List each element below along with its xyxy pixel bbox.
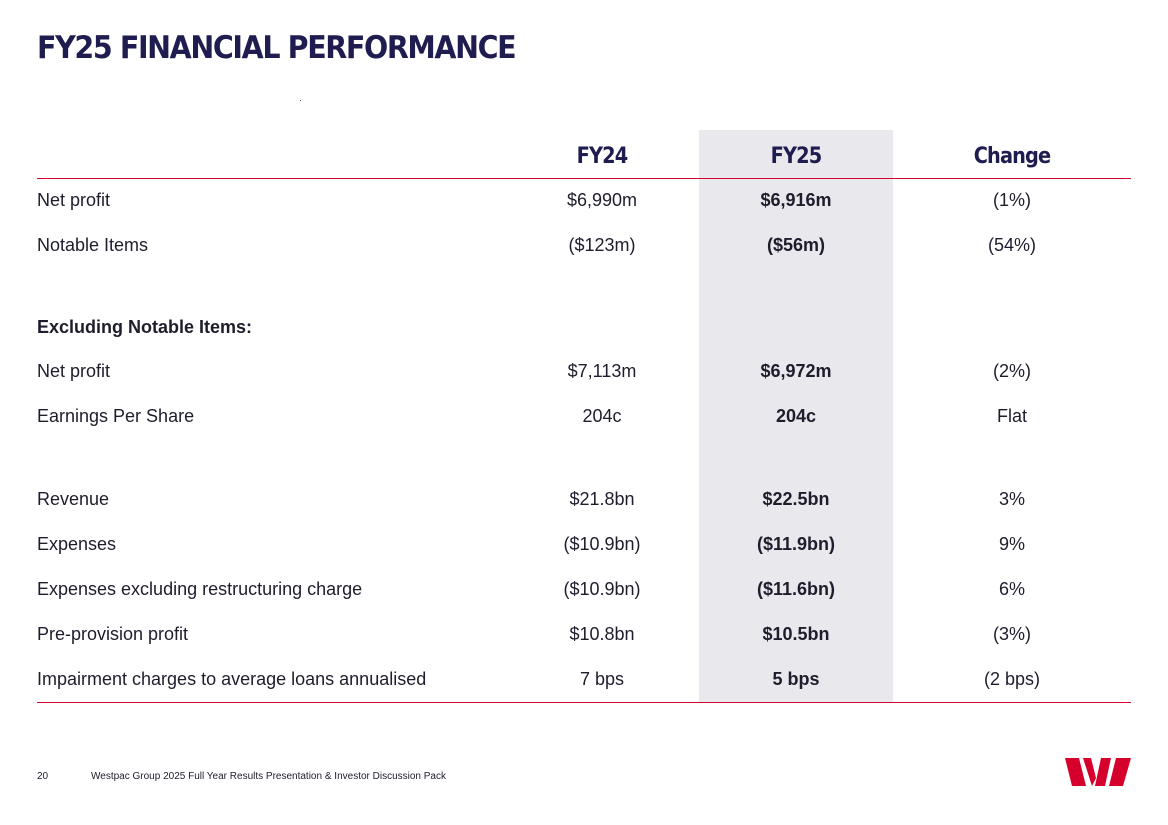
footer-text: Westpac Group 2025 Full Year Results Pre…	[91, 771, 446, 782]
row-label: Impairment charges to average loans annu…	[37, 669, 427, 689]
fy24-value: $10.8bn	[569, 624, 635, 644]
section-label: Excluding Notable Items:	[37, 317, 253, 337]
table-section-heading: Excluding Notable Items:	[37, 312, 1131, 342]
row-label: Expenses excluding restructuring charge	[37, 579, 363, 599]
table-header: FY24 FY25 Change	[37, 130, 1131, 178]
fy25-value: $6,972m	[760, 361, 832, 381]
change-value: (54%)	[987, 235, 1036, 255]
change-value: (1%)	[992, 190, 1031, 210]
change-value: Flat	[996, 406, 1027, 426]
change-value: (2%)	[992, 361, 1031, 381]
row-label: Revenue	[37, 489, 110, 509]
change-value: 3%	[998, 489, 1025, 509]
fy24-value: $21.8bn	[569, 489, 635, 509]
fy25-value: 204c	[775, 406, 817, 426]
fy25-value: ($11.9bn)	[756, 534, 836, 554]
fy25-value: ($56m)	[766, 235, 826, 255]
column-header-fy25: FY25	[770, 144, 823, 169]
column-header-change: Change	[973, 144, 1051, 169]
table-bottom-rule	[37, 702, 1131, 703]
fy24-value: 204c	[582, 406, 622, 426]
row-label: Net profit	[37, 190, 111, 210]
table-row: Impairment charges to average loans annu…	[37, 664, 1131, 694]
row-label: Earnings Per Share	[37, 406, 195, 426]
fy24-value: ($123m)	[568, 235, 636, 255]
fy24-value: ($10.9bn)	[563, 579, 641, 599]
table-row: Expenses excluding restructuring charge …	[37, 574, 1131, 604]
fy24-value: $7,113m	[567, 361, 637, 381]
fy25-value: 5 bps	[772, 669, 820, 689]
row-label: Pre-provision profit	[37, 624, 189, 644]
row-label: Net profit	[37, 361, 111, 381]
westpac-logo-icon	[1065, 758, 1131, 786]
fy25-value: $10.5bn	[762, 624, 830, 644]
fy24-value: 7 bps	[579, 669, 625, 689]
fy25-value: ($11.6bn)	[756, 579, 836, 599]
column-header-fy24: FY24	[576, 144, 629, 169]
table-row: Revenue $21.8bn $22.5bn 3%	[37, 484, 1131, 514]
table-top-rule	[37, 178, 1131, 179]
row-label: Expenses	[37, 534, 117, 554]
table-row: Notable Items ($123m) ($56m) (54%)	[37, 230, 1131, 260]
change-value: 6%	[998, 579, 1025, 599]
change-value: (3%)	[992, 624, 1031, 644]
fy24-value: $6,990m	[566, 190, 638, 210]
row-label: Notable Items	[37, 235, 149, 255]
table-row: Earnings Per Share 204c 204c Flat	[37, 401, 1131, 431]
table-row: Net profit $7,113m $6,972m (2%)	[37, 356, 1131, 386]
table-row: Net profit $6,990m $6,916m (1%)	[37, 185, 1131, 215]
table-row: Expenses ($10.9bn) ($11.9bn) 9%	[37, 529, 1131, 559]
fy25-highlight-column	[699, 130, 893, 703]
fy25-value: $6,916m	[760, 190, 832, 210]
change-value: (2 bps)	[983, 669, 1041, 689]
fy25-value: $22.5bn	[762, 489, 830, 509]
page-number: 20	[37, 771, 49, 782]
table-row: Pre-provision profit $10.8bn $10.5bn (3%…	[37, 619, 1131, 649]
page-title: FY25 FINANCIAL PERFORMANCE	[37, 30, 517, 66]
change-value: 9%	[998, 534, 1025, 554]
fy24-value: ($10.9bn)	[563, 534, 641, 554]
stray-dot	[300, 100, 301, 101]
